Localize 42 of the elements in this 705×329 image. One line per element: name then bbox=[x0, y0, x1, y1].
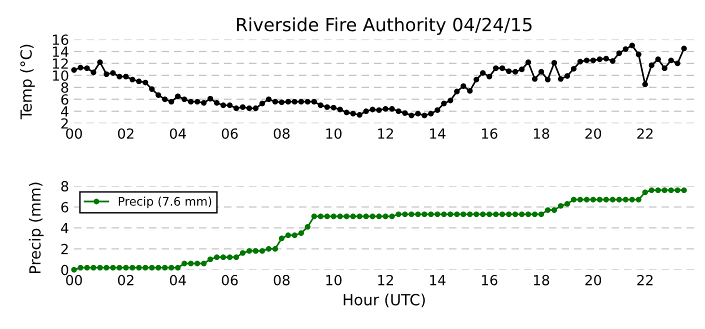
x-axis-title: Hour (UTC) bbox=[344, 294, 425, 308]
y-tick-label: 4 bbox=[61, 106, 68, 117]
y-tick-label: 0 bbox=[61, 264, 68, 276]
y-tick-label: 6 bbox=[61, 94, 68, 105]
y-tick-label: 10 bbox=[53, 70, 68, 81]
x-tick-label: 18 bbox=[534, 128, 550, 139]
x-tick-label: 04 bbox=[170, 274, 186, 286]
chart-title: Riverside Fire Authority 04/24/15 bbox=[237, 17, 532, 35]
x-tick-label: 00 bbox=[66, 274, 82, 286]
y-axis-title: Precip (mm) bbox=[28, 182, 44, 273]
x-tick-label: 22 bbox=[637, 274, 653, 286]
x-tick-label: 08 bbox=[274, 128, 290, 139]
x-tick-label: 18 bbox=[534, 274, 550, 286]
x-tick-label: 10 bbox=[326, 274, 342, 286]
x-tick-label: 20 bbox=[585, 274, 602, 286]
x-tick-label: 08 bbox=[274, 274, 290, 286]
x-tick-label: 10 bbox=[326, 128, 342, 139]
x-tick-label: 12 bbox=[378, 128, 393, 139]
y-tick-label: 14 bbox=[53, 46, 68, 57]
y-tick-label: 2 bbox=[61, 244, 68, 254]
y-tick-label: 2 bbox=[61, 118, 68, 128]
x-tick-label: 02 bbox=[118, 128, 134, 139]
x-tick-label: 06 bbox=[222, 274, 238, 286]
y-tick-label: 8 bbox=[61, 82, 68, 93]
y-tick-label: 4 bbox=[61, 223, 68, 234]
legend-label: Precip (7.6 mm) bbox=[118, 196, 212, 208]
y-tick-label: 12 bbox=[53, 58, 68, 69]
x-tick-label: 12 bbox=[378, 274, 393, 286]
x-tick-label: 16 bbox=[482, 128, 498, 139]
x-tick-label: 06 bbox=[222, 128, 238, 139]
x-tick-label: 16 bbox=[482, 274, 498, 286]
x-tick-label: 22 bbox=[637, 128, 653, 139]
x-tick-label: 14 bbox=[430, 128, 446, 139]
x-tick-label: 00 bbox=[66, 128, 82, 139]
y-tick-label: 6 bbox=[61, 202, 68, 212]
x-tick-label: 04 bbox=[170, 128, 186, 139]
x-tick-label: 20 bbox=[585, 128, 602, 139]
y-axis-title: Temp (°C) bbox=[20, 44, 35, 120]
y-tick-label: 8 bbox=[61, 181, 68, 192]
x-tick-label: 14 bbox=[430, 275, 446, 286]
x-tick-label: 02 bbox=[118, 274, 134, 286]
y-tick-label: 16 bbox=[53, 34, 68, 45]
